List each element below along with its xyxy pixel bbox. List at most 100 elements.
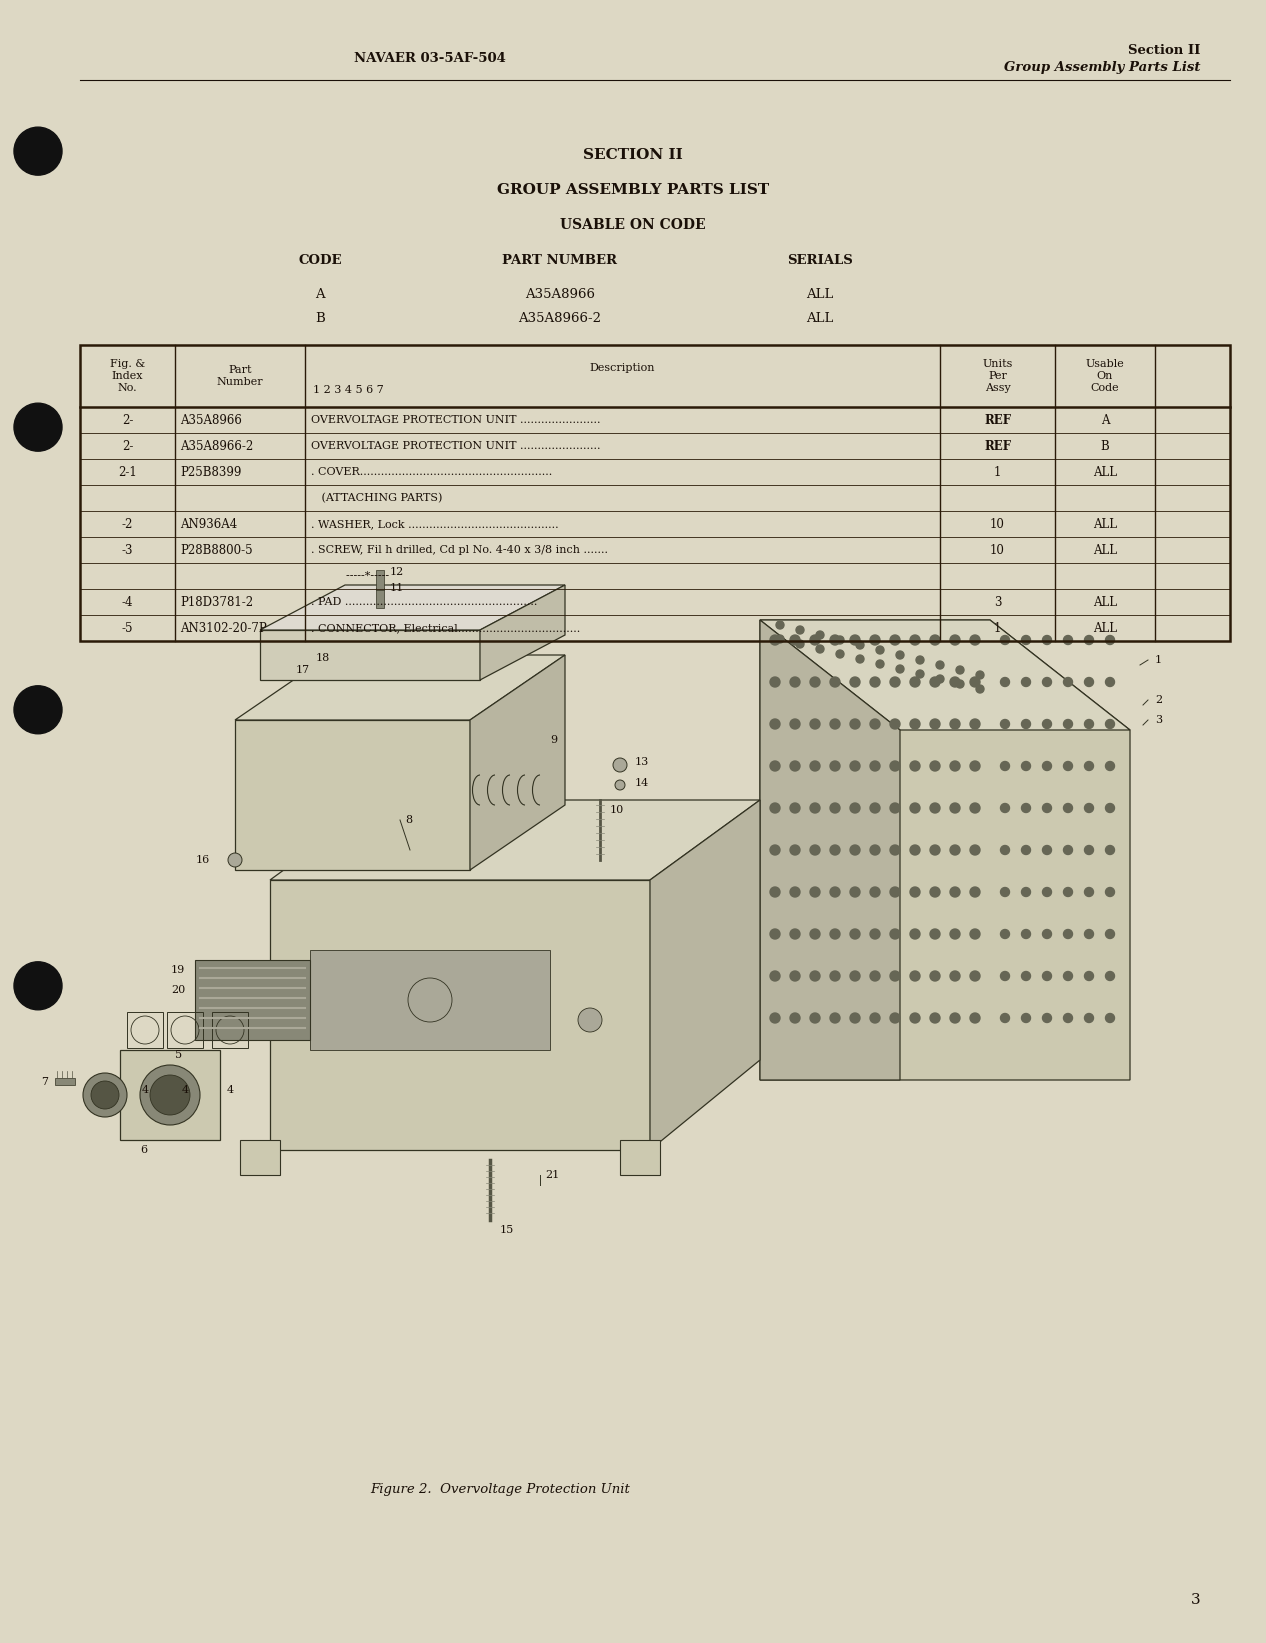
Circle shape	[817, 646, 824, 652]
Circle shape	[1085, 971, 1094, 981]
Circle shape	[1063, 803, 1072, 813]
Circle shape	[950, 720, 960, 729]
Text: B: B	[1100, 439, 1109, 452]
Circle shape	[890, 1014, 900, 1024]
Circle shape	[1000, 720, 1009, 728]
Polygon shape	[480, 585, 565, 680]
Text: NAVAER 03-5AF-504: NAVAER 03-5AF-504	[354, 51, 506, 64]
Text: 18: 18	[315, 652, 330, 664]
Text: REF: REF	[984, 414, 1012, 427]
Circle shape	[228, 853, 242, 868]
Circle shape	[810, 845, 820, 854]
Text: 1: 1	[994, 621, 1001, 634]
Circle shape	[1105, 1014, 1114, 1022]
Circle shape	[950, 761, 960, 771]
Circle shape	[950, 928, 960, 940]
Text: 15: 15	[500, 1226, 514, 1236]
Text: 4: 4	[142, 1084, 148, 1094]
Circle shape	[790, 1014, 800, 1024]
Bar	[310, 950, 549, 1050]
Text: 20: 20	[171, 986, 185, 996]
Text: 5: 5	[175, 1050, 182, 1060]
Text: PART NUMBER: PART NUMBER	[503, 253, 618, 266]
Circle shape	[896, 665, 904, 674]
Circle shape	[770, 928, 780, 940]
Text: . SCREW, Fil h drilled, Cd pl No. 4-40 x 3/8 inch .......: . SCREW, Fil h drilled, Cd pl No. 4-40 x…	[311, 545, 608, 555]
Bar	[376, 588, 384, 608]
Text: 2-1: 2-1	[118, 465, 137, 478]
Circle shape	[910, 1014, 920, 1024]
Circle shape	[830, 971, 841, 981]
Circle shape	[970, 761, 980, 771]
Circle shape	[950, 845, 960, 854]
Circle shape	[849, 677, 860, 687]
Text: 2-: 2-	[122, 439, 133, 452]
Text: USABLE ON CODE: USABLE ON CODE	[560, 219, 706, 232]
Circle shape	[1022, 761, 1031, 771]
Circle shape	[910, 720, 920, 729]
Circle shape	[149, 1075, 190, 1116]
Text: P18D3781-2: P18D3781-2	[180, 595, 253, 608]
Text: Assy: Assy	[985, 383, 1010, 393]
Circle shape	[849, 1014, 860, 1024]
Text: SERIALS: SERIALS	[787, 253, 853, 266]
Circle shape	[1085, 720, 1094, 728]
Circle shape	[890, 634, 900, 646]
Circle shape	[770, 845, 780, 854]
Circle shape	[1000, 1014, 1009, 1022]
Circle shape	[910, 803, 920, 813]
Text: 1: 1	[994, 465, 1001, 478]
Text: (ATTACHING PARTS): (ATTACHING PARTS)	[311, 493, 442, 503]
Circle shape	[14, 961, 62, 1010]
Circle shape	[770, 971, 780, 981]
Circle shape	[770, 803, 780, 813]
Circle shape	[931, 761, 939, 771]
Text: 10: 10	[990, 518, 1005, 531]
Circle shape	[810, 1014, 820, 1024]
Circle shape	[950, 803, 960, 813]
Circle shape	[1085, 803, 1094, 813]
Circle shape	[849, 720, 860, 729]
Circle shape	[870, 720, 880, 729]
Circle shape	[910, 677, 920, 687]
Polygon shape	[760, 619, 1131, 1079]
Circle shape	[1063, 846, 1072, 854]
Circle shape	[776, 634, 784, 642]
Circle shape	[950, 887, 960, 897]
Circle shape	[910, 971, 920, 981]
Circle shape	[770, 677, 780, 687]
Polygon shape	[470, 656, 565, 871]
Circle shape	[849, 928, 860, 940]
Text: 10: 10	[610, 805, 624, 815]
Text: P25B8399: P25B8399	[180, 465, 242, 478]
Circle shape	[1000, 930, 1009, 938]
Circle shape	[1000, 636, 1009, 644]
Circle shape	[810, 720, 820, 729]
Circle shape	[931, 803, 939, 813]
Text: 6: 6	[141, 1145, 147, 1155]
Circle shape	[770, 887, 780, 897]
Circle shape	[890, 720, 900, 729]
Bar	[167, 1012, 203, 1048]
Circle shape	[836, 636, 844, 644]
Circle shape	[613, 757, 627, 772]
Text: A: A	[1100, 414, 1109, 427]
Circle shape	[1042, 720, 1052, 728]
Text: 13: 13	[636, 757, 649, 767]
Circle shape	[849, 634, 860, 646]
Text: Description: Description	[590, 363, 656, 373]
Circle shape	[1063, 930, 1072, 938]
Circle shape	[615, 780, 625, 790]
Polygon shape	[260, 585, 565, 629]
Circle shape	[1085, 677, 1094, 687]
Circle shape	[810, 677, 820, 687]
Circle shape	[1022, 887, 1031, 897]
Circle shape	[950, 677, 960, 687]
Circle shape	[14, 403, 62, 452]
Circle shape	[856, 641, 863, 649]
Circle shape	[856, 656, 863, 664]
Circle shape	[1022, 803, 1031, 813]
Circle shape	[849, 761, 860, 771]
Circle shape	[790, 845, 800, 854]
Circle shape	[1063, 677, 1072, 687]
